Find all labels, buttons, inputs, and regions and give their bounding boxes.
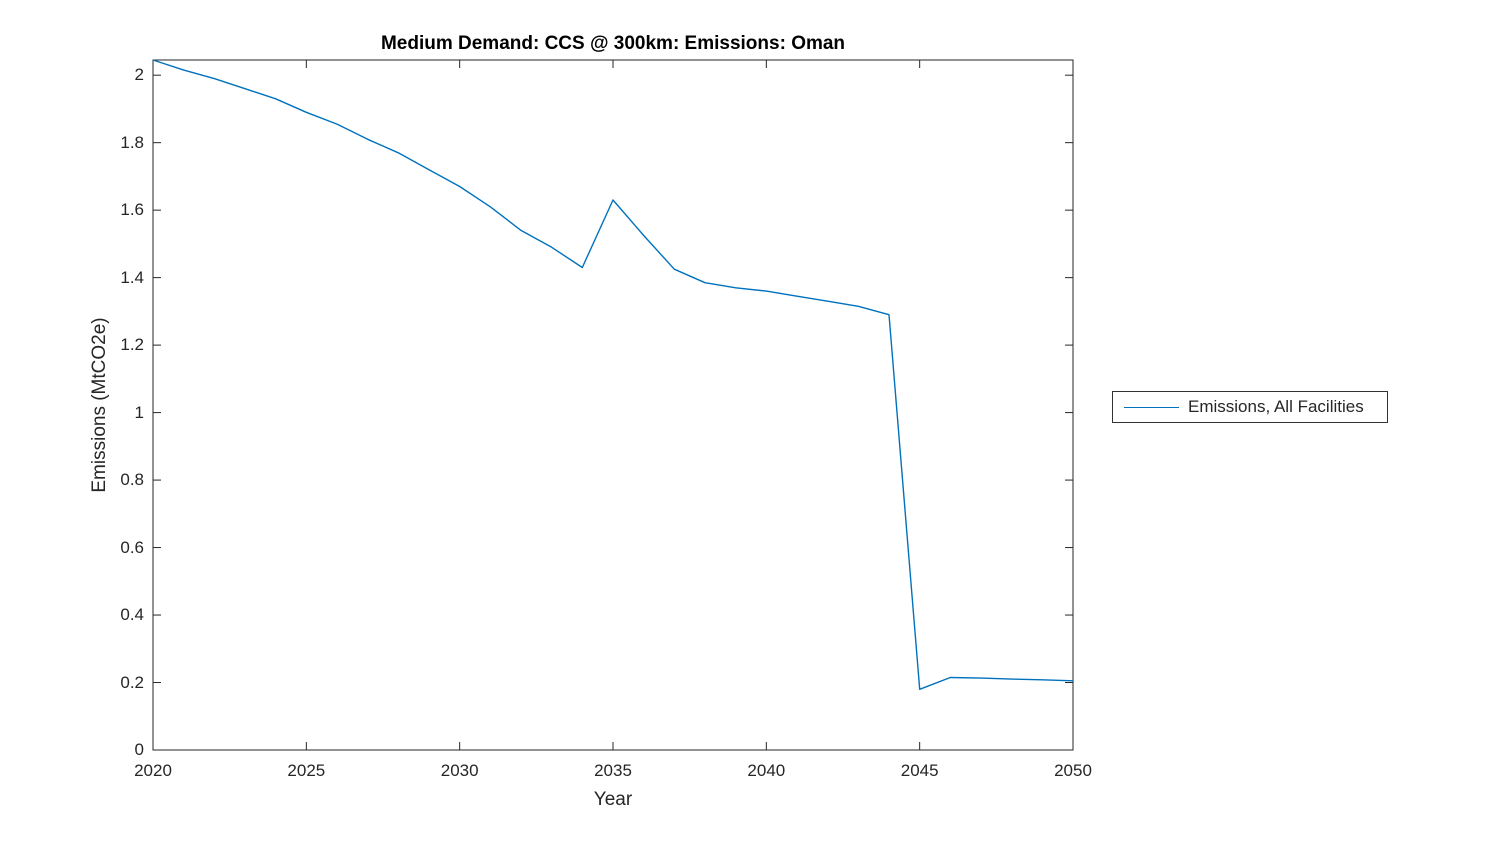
legend: Emissions, All Facilities bbox=[1112, 391, 1388, 423]
y-tick-label: 2 bbox=[134, 65, 144, 85]
x-tick-label: 2035 bbox=[594, 761, 632, 780]
y-tick-label: 1.2 bbox=[120, 335, 144, 355]
x-tick-label: 2050 bbox=[1054, 761, 1092, 780]
legend-line-sample bbox=[1124, 406, 1179, 408]
y-tick-label: 0.8 bbox=[120, 470, 144, 490]
y-tick-label: 1 bbox=[134, 402, 144, 422]
x-tick-label: 2045 bbox=[900, 761, 939, 780]
y-tick-label: 0.4 bbox=[120, 605, 144, 625]
x-tick-label: 2025 bbox=[287, 761, 326, 780]
x-tick-label: 2040 bbox=[747, 761, 786, 780]
chart-title: Medium Demand: CCS @ 300km: Emissions: O… bbox=[380, 33, 846, 54]
y-tick-label: 1.4 bbox=[120, 267, 144, 287]
legend-entry-label: Emissions, All Facilities bbox=[1188, 397, 1364, 416]
x-tick-label: 2030 bbox=[440, 761, 479, 780]
x-tick-label: 2020 bbox=[134, 761, 172, 780]
y-tick-label: 0 bbox=[134, 740, 144, 759]
y-tick-label: 1.6 bbox=[120, 200, 144, 220]
y-tick-label: 0.2 bbox=[120, 672, 144, 692]
y-tick-label: 1.8 bbox=[120, 132, 144, 152]
x-axis-label: Year bbox=[593, 789, 633, 810]
y-tick-label: 0.6 bbox=[120, 537, 144, 557]
